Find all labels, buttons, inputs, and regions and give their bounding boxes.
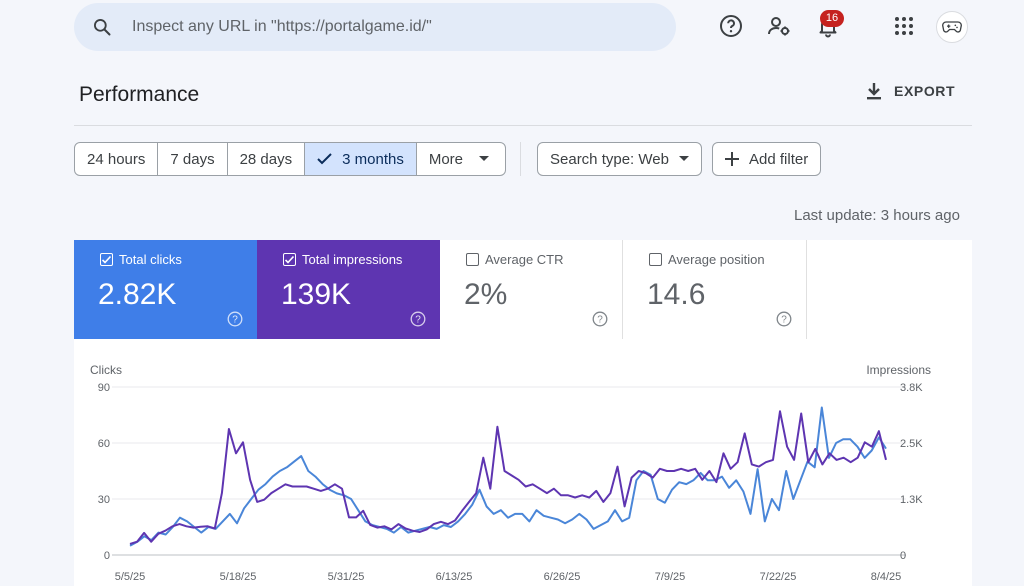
help-icon[interactable]: ?	[776, 311, 792, 327]
metric-label-row: Average position	[649, 252, 765, 267]
x-tick-label: 5/5/25	[115, 571, 146, 583]
x-tick-label: 6/26/25	[544, 571, 581, 583]
metric-value: 14.6	[647, 278, 706, 311]
checkbox-unchecked-icon[interactable]	[649, 253, 662, 266]
help-icon[interactable]	[719, 14, 743, 38]
account-avatar[interactable]	[936, 11, 968, 43]
search-icon	[94, 19, 111, 36]
svg-text:?: ?	[415, 315, 421, 326]
date-range-more[interactable]: More	[417, 143, 505, 175]
y-right-tick-label: 3.8K	[900, 382, 923, 394]
metric-label: Average position	[668, 252, 765, 267]
y-right-tick-label: 0	[900, 550, 906, 562]
gamepad-icon	[942, 21, 962, 33]
search-input[interactable]: Inspect any URL in "https://portalgame.i…	[132, 18, 432, 35]
last-update-text: Last update: 3 hours ago	[794, 207, 960, 224]
export-label: EXPORT	[894, 83, 956, 99]
metric-value: 139K	[281, 278, 352, 311]
plus-icon	[725, 152, 739, 166]
y-left-tick-label: 0	[104, 550, 110, 562]
y-left-tick-label: 90	[98, 382, 110, 394]
chevron-down-icon	[479, 156, 490, 161]
chevron-down-icon	[678, 156, 689, 161]
date-range-7-days[interactable]: 7 days	[158, 143, 228, 175]
x-tick-label: 5/18/25	[220, 571, 257, 583]
help-icon[interactable]: ?	[227, 311, 243, 327]
y-left-tick-label: 30	[98, 494, 110, 506]
series-line-clicks	[129, 406, 887, 547]
manage-users-icon[interactable]	[767, 14, 791, 38]
checkmark-icon	[317, 153, 332, 165]
x-tick-label: 7/9/25	[655, 571, 686, 583]
date-range-3-months[interactable]: 3 months	[305, 143, 417, 175]
metric-card-total-clicks[interactable]: Total clicks 2.82K ?	[74, 240, 257, 339]
x-tick-label: 5/31/25	[328, 571, 365, 583]
x-tick-label: 8/4/25	[871, 571, 902, 583]
metric-label-row: Total impressions	[283, 252, 402, 267]
metric-label: Total impressions	[302, 252, 403, 267]
y-left-axis-label: Clicks	[90, 363, 122, 377]
date-range-28-days[interactable]: 28 days	[228, 143, 306, 175]
y-right-tick-label: 2.5K	[900, 438, 923, 450]
metric-label: Total clicks	[119, 252, 182, 267]
header-divider	[74, 125, 972, 126]
filter-divider	[520, 142, 521, 176]
download-icon	[867, 83, 881, 100]
apps-grid-icon[interactable]	[892, 14, 916, 38]
url-inspect-search[interactable]: Inspect any URL in "https://portalgame.i…	[74, 3, 676, 51]
metric-card-total-impressions[interactable]: Total impressions 139K ?	[257, 240, 440, 339]
search-type-filter[interactable]: Search type: Web	[537, 142, 702, 176]
metric-card-average-position[interactable]: Average position 14.6 ?	[623, 240, 807, 339]
page-title: Performance	[79, 83, 200, 106]
metric-label-row: Average CTR	[466, 252, 564, 267]
y-right-axis-label: Impressions	[866, 363, 931, 377]
x-tick-label: 7/22/25	[760, 571, 797, 583]
checkbox-checked-icon[interactable]	[283, 253, 296, 266]
date-range-selector: 24 hours 7 days 28 days 3 months More	[74, 142, 507, 176]
metric-label: Average CTR	[485, 252, 564, 267]
help-icon[interactable]: ?	[592, 311, 608, 327]
help-icon[interactable]: ?	[410, 311, 426, 327]
x-tick-label: 6/13/25	[436, 571, 473, 583]
checkbox-checked-icon[interactable]	[100, 253, 113, 266]
metric-card-average-ctr[interactable]: Average CTR 2% ?	[440, 240, 623, 339]
add-filter-button[interactable]: Add filter	[712, 142, 822, 176]
export-button[interactable]: EXPORT	[866, 82, 955, 100]
series-line-impressions	[129, 410, 887, 545]
svg-text:?: ?	[781, 315, 787, 326]
svg-text:?: ?	[232, 315, 238, 326]
metric-cards-filler	[807, 240, 972, 339]
notifications-badge: 16	[820, 10, 844, 27]
y-right-tick-label: 1.3K	[900, 494, 923, 506]
metric-value: 2.82K	[98, 278, 177, 311]
metric-label-row: Total clicks	[100, 252, 182, 267]
performance-chart[interactable]: Clicks Impressions 90 3.8K 60 2.5K 30 1.3K 0 0 5…	[74, 339, 972, 586]
checkbox-unchecked-icon[interactable]	[466, 253, 479, 266]
metric-value: 2%	[464, 278, 508, 311]
svg-text:?: ?	[597, 315, 603, 326]
date-range-24-hours[interactable]: 24 hours	[75, 143, 159, 175]
y-left-tick-label: 60	[98, 438, 110, 450]
